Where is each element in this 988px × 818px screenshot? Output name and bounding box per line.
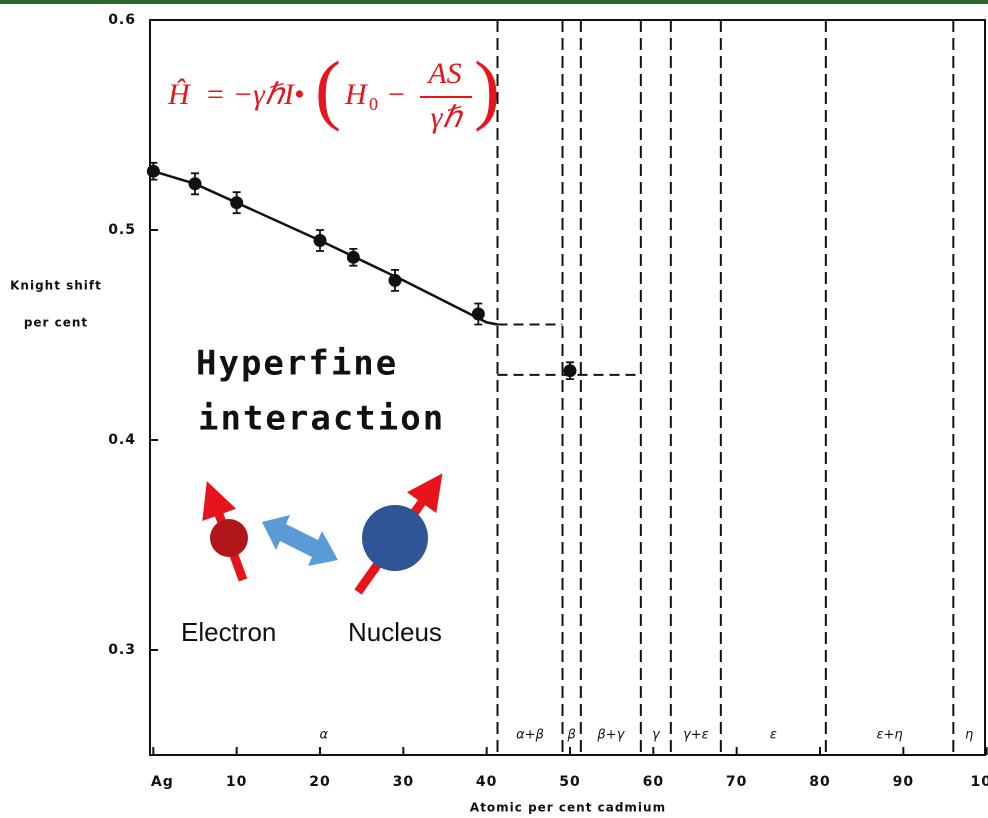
x-tick-label: 40 [476, 774, 497, 790]
formula-den: γℏ [431, 101, 464, 134]
phase-label: ε [770, 728, 777, 743]
phase-label: η [965, 728, 973, 743]
y-tick-label: 0.3 [108, 642, 136, 658]
x-tick-label: 30 [393, 774, 414, 790]
formula-paren: ) [474, 45, 500, 132]
data-point [563, 364, 577, 378]
phase-label: γ+ε [683, 728, 709, 743]
x-axis-title: Atomic per cent cadmium [470, 801, 666, 815]
x-tick-label: 10 [226, 774, 247, 790]
y-tick-label: 0.6 [108, 12, 136, 28]
x-tick-label: Ag [151, 774, 174, 790]
phase-label: α [319, 728, 328, 743]
fit-line [152, 170, 498, 326]
data-point [388, 273, 402, 287]
x-tick-label: 20 [309, 774, 330, 790]
top-band [0, 0, 988, 4]
annotation-title: interaction [198, 399, 445, 439]
y-tick-label: 0.4 [108, 432, 136, 448]
electron-label: Electron [181, 617, 276, 647]
x-tick-label: 50 [559, 774, 580, 790]
y-axis-title: Knight shift [10, 279, 102, 293]
formula-minus: − [388, 78, 405, 111]
nucleus-label: Nucleus [348, 617, 442, 647]
plot-frame [149, 19, 986, 756]
x-tick-label: 80 [809, 774, 830, 790]
data-point [230, 196, 244, 210]
formula-h: H [344, 78, 369, 111]
data-point [313, 234, 327, 247]
formula-prefix: = −γℏI• [205, 78, 304, 111]
data-point [188, 177, 202, 191]
data-point [146, 164, 160, 178]
x-tick-label: 60 [643, 774, 664, 790]
x-tick-label: 70 [726, 774, 747, 790]
formula-lhs: Ĥ [167, 78, 192, 111]
y-axis-title: per cent [24, 316, 88, 330]
formula-sub: 0 [369, 94, 378, 114]
x-tick-label: 90 [893, 774, 914, 790]
x-tick-label: 100 [971, 774, 988, 790]
y-tick-label: 0.5 [108, 222, 136, 238]
annotation-title: Hyperfine [196, 344, 398, 384]
spin-icons [202, 473, 443, 595]
phase-label: β [567, 728, 576, 743]
formula-paren: ( [315, 45, 341, 132]
data-point [471, 307, 485, 321]
phase-label: β+γ [596, 728, 625, 743]
phase-label: γ [652, 728, 661, 743]
electron [210, 519, 248, 557]
phase-label: ε+η [876, 728, 902, 743]
formula: Ĥ = −γℏI• ( H 0 − AS γℏ ) [167, 45, 500, 134]
phase-label: α+β [516, 728, 544, 743]
nucleus [362, 505, 428, 571]
formula-num: AS [426, 57, 461, 90]
interaction-arrow [262, 515, 338, 566]
data-point [346, 250, 360, 264]
